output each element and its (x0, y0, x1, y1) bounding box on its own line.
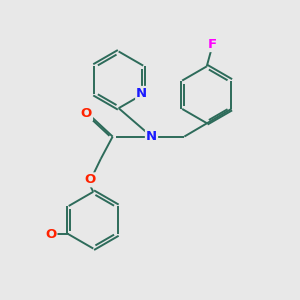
Text: O: O (45, 228, 56, 241)
Text: O: O (85, 173, 96, 186)
Text: N: N (146, 130, 157, 143)
Text: N: N (136, 87, 147, 100)
Text: F: F (208, 38, 217, 51)
Text: O: O (81, 107, 92, 120)
